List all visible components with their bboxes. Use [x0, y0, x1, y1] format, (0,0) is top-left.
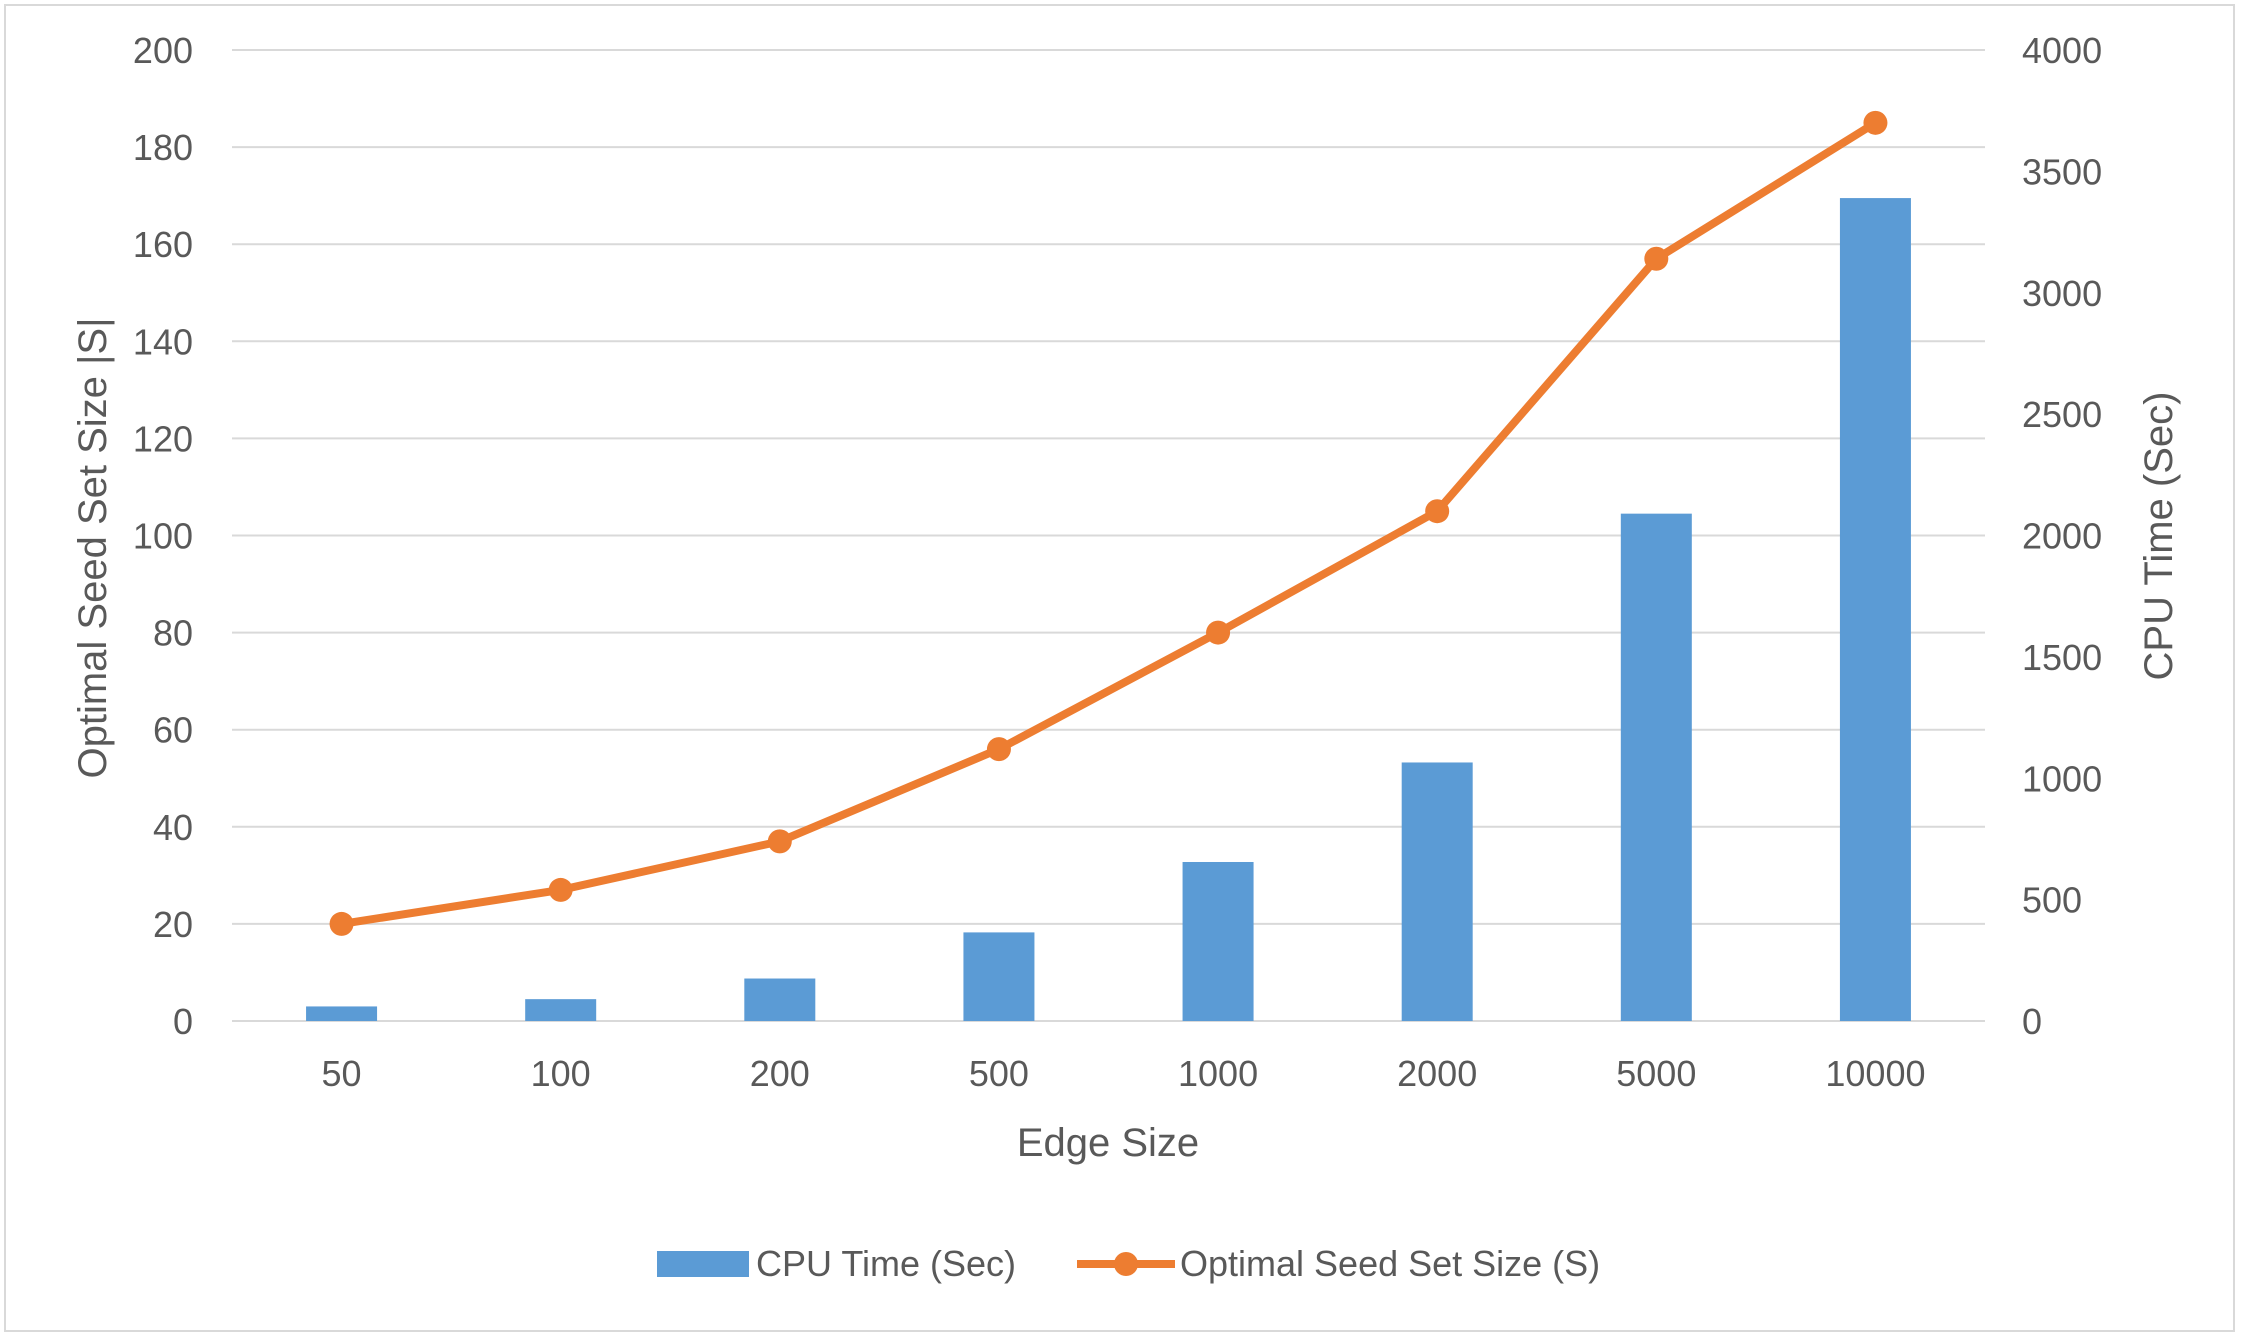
y-right-tick-label: 3500 [2022, 151, 2102, 192]
y-left-tick-label: 20 [153, 904, 193, 945]
point-optimal-seed-set-size-500 [986, 737, 1011, 762]
x-tick-label: 5000 [1616, 1053, 1696, 1094]
point-optimal-seed-set-size-200 [767, 829, 792, 854]
bar-cpu-time-100 [525, 999, 597, 1021]
x-tick-label: 500 [969, 1053, 1029, 1094]
bar-series-cpu-time [306, 198, 1911, 1021]
y-right-tick-label: 0 [2022, 1001, 2042, 1042]
bar-cpu-time-2000 [1401, 762, 1473, 1021]
x-axis-title: Edge Size [1017, 1121, 1199, 1165]
y-left-tick-label: 180 [133, 127, 193, 168]
point-optimal-seed-set-size-5000 [1644, 246, 1669, 271]
legend-swatch-marker [1114, 1252, 1138, 1276]
y-right-tick-label: 500 [2022, 880, 2082, 921]
point-optimal-seed-set-size-2000 [1425, 499, 1450, 524]
y-axis-left-title: Optimal Seed Set Size |S| [71, 318, 115, 779]
y-right-tick-label: 2500 [2022, 394, 2102, 435]
y-axis-right-title: CPU Time (Sec) [2137, 392, 2181, 681]
y-right-tick-label: 1000 [2022, 758, 2102, 799]
y-right-tick-label: 3000 [2022, 273, 2102, 314]
y-left-tick-label: 120 [133, 418, 193, 459]
y-left-tick-label: 0 [173, 1001, 193, 1042]
legend-swatch-cpu-time [657, 1251, 749, 1277]
y-left-tick-label: 200 [133, 30, 193, 71]
x-tick-label: 10000 [1825, 1053, 1925, 1094]
y-left-tick-label: 40 [153, 807, 193, 848]
x-tick-label: 200 [750, 1053, 810, 1094]
x-tick-label: 50 [322, 1053, 362, 1094]
y-left-tick-label: 160 [133, 224, 193, 265]
y-axis-right: 0 500 1000 1500 2000 2500 3000 3500 4000 [2022, 30, 2102, 1042]
x-axis: 50 100 200 500 1000 2000 5000 10000 [322, 1053, 1926, 1094]
bar-cpu-time-50 [306, 1006, 378, 1021]
bar-cpu-time-500 [963, 932, 1035, 1021]
x-tick-label: 100 [531, 1053, 591, 1094]
bar-cpu-time-200 [744, 978, 816, 1021]
gridlines [232, 49, 1985, 1022]
point-optimal-seed-set-size-10000 [1863, 110, 1888, 135]
y-left-tick-label: 100 [133, 516, 193, 557]
line-optimal-seed-set-size [337, 118, 1880, 928]
y-left-tick-label: 80 [153, 613, 193, 654]
x-tick-label: 2000 [1397, 1053, 1477, 1094]
point-optimal-seed-set-size-100 [548, 877, 573, 902]
bar-cpu-time-10000 [1839, 198, 1911, 1021]
legend-label-cpu-time: CPU Time (Sec) [756, 1243, 1016, 1284]
y-axis-left: 0 20 40 60 80 100 120 140 160 180 200 [133, 30, 193, 1042]
y-left-tick-label: 140 [133, 321, 193, 362]
bar-cpu-time-1000 [1182, 861, 1254, 1021]
legend: CPU Time (Sec) Optimal Seed Set Size (S) [657, 1243, 1600, 1284]
y-right-tick-label: 1500 [2022, 637, 2102, 678]
bar-cpu-time-5000 [1620, 513, 1692, 1021]
x-tick-label: 1000 [1178, 1053, 1258, 1094]
legend-label-optimal-seed-set-size: Optimal Seed Set Size (S) [1180, 1243, 1600, 1284]
y-left-tick-label: 60 [153, 710, 193, 751]
y-right-tick-label: 4000 [2022, 30, 2102, 71]
point-optimal-seed-set-size-50 [329, 911, 354, 936]
point-optimal-seed-set-size-1000 [1206, 620, 1231, 645]
y-right-tick-label: 2000 [2022, 516, 2102, 557]
line-series-optimal-seed-set-size [329, 110, 1888, 936]
